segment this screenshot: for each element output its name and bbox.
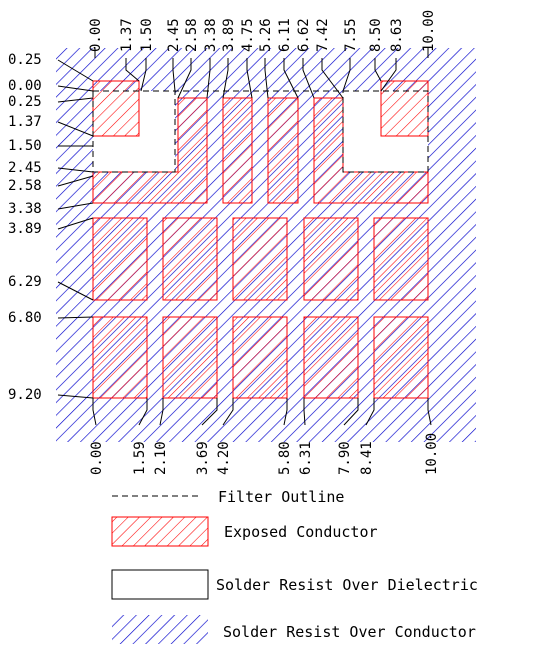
- bottom-dim-label: 5.80: [277, 441, 293, 475]
- left-dim-leader: [57, 121, 94, 137]
- left-dim-leader: [57, 167, 94, 173]
- left-dim-label: 2.58: [8, 178, 42, 194]
- bottom-dim-leader: [138, 398, 148, 426]
- left-dim-label: 6.29: [8, 274, 42, 290]
- pad-grid-r2-c1: [92, 316, 148, 399]
- pad-grid-r1-c1: [92, 217, 148, 301]
- bottom-dim-label: 8.41: [359, 441, 375, 475]
- top-dim-label: 7.55: [343, 18, 359, 52]
- left-dim-label: 0.25: [8, 94, 42, 110]
- top-dim-label: 4.75: [240, 18, 256, 52]
- top-dim-leader: [177, 58, 192, 99]
- top-dim-leader: [342, 58, 351, 92]
- pad-grid-r1-c3: [232, 217, 288, 301]
- top-dim-label: 7.42: [315, 18, 331, 52]
- top-dim-leader: [374, 58, 382, 82]
- top-dim-leader: [321, 58, 344, 99]
- top-dim-leader: [302, 58, 315, 99]
- top-dim-leader: [283, 58, 299, 99]
- legend: Filter Outline Exposed Conductor Solder …: [111, 488, 478, 644]
- left-dim-leader: [57, 394, 94, 399]
- top-dim-label: 8.50: [368, 18, 384, 52]
- pad-grid-r1-c2: [162, 217, 218, 301]
- bottom-dim-label: 3.69: [195, 441, 211, 475]
- bottom-dim-label: 1.59: [132, 441, 148, 475]
- left-dim-leader: [57, 281, 94, 301]
- left-dim-label: 1.50: [8, 138, 42, 154]
- top-dim-leader: [264, 58, 269, 99]
- left-dim-leader: [57, 316, 94, 319]
- top-dim-leader: [140, 58, 147, 92]
- bottom-dim-leader: [365, 398, 375, 426]
- top-dim-label: 6.11: [277, 18, 293, 52]
- bottom-dim-leader: [159, 398, 164, 426]
- legend-dielectric-label: Solder Resist Over Dielectric: [216, 576, 478, 594]
- legend-exposed-label: Exposed Conductor: [224, 523, 378, 541]
- pad-grid-r2-c3: [232, 316, 288, 399]
- left-dim-label: 0.25: [8, 52, 42, 68]
- bottom-dim-label: 10.00: [424, 433, 440, 475]
- legend-filter-outline-label: Filter Outline: [218, 488, 344, 506]
- pad-grid-r1-c5: [373, 217, 429, 301]
- top-dim-leader: [246, 58, 253, 99]
- top-dim-label: 8.63: [389, 18, 405, 52]
- left-dim-label: 1.37: [8, 114, 42, 130]
- bottom-dim-leader: [222, 398, 234, 426]
- bottom-dim-leader: [303, 398, 306, 426]
- pad-top-narrow-2: [267, 97, 299, 204]
- bottom-dim-leader: [201, 398, 218, 426]
- pad-top-right-small: [380, 80, 429, 137]
- left-dim-label: 9.20: [8, 387, 42, 403]
- top-dim-leader: [125, 58, 140, 82]
- top-dim-label: 1.37: [119, 18, 135, 52]
- top-dim-label: 3.89: [221, 18, 237, 52]
- top-dim-label: 3.38: [203, 18, 219, 52]
- top-dim-leader: [380, 58, 397, 92]
- legend-dielectric-swatch: [111, 569, 209, 600]
- bottom-dim-label: 0.00: [89, 441, 105, 475]
- pad-top-left-small: [92, 80, 140, 137]
- legend-resist-conductor-label: Solder Resist Over Conductor: [223, 623, 476, 641]
- pad-grid-r2-c2: [162, 316, 218, 399]
- legend-resist-conductor-swatch: [112, 615, 208, 644]
- left-dim-label: 3.89: [8, 221, 42, 237]
- bottom-dim-label: 7.90: [337, 441, 353, 475]
- filter-outline-right: [342, 90, 429, 173]
- bottom-dim-label: 2.10: [153, 441, 169, 475]
- bottom-dim-label: 4.20: [216, 441, 232, 475]
- top-dim-label: 2.45: [166, 18, 182, 52]
- left-dim-leader: [57, 217, 94, 230]
- legend-exposed-swatch: [111, 516, 209, 547]
- left-dim-leader: [57, 85, 94, 92]
- top-dim-label: 2.58: [184, 18, 200, 52]
- bottom-dim-leader: [427, 398, 432, 426]
- left-dim-leader: [57, 59, 94, 82]
- top-dim-leader: [222, 58, 229, 99]
- top-dim-label: 10.00: [421, 10, 437, 52]
- top-dim-label: 0.00: [88, 18, 104, 52]
- left-dim-label: 0.00: [8, 78, 42, 94]
- bottom-dim-label: 6.31: [298, 441, 314, 475]
- pad-grid-r2-c4: [303, 316, 359, 399]
- bottom-dim-leader: [92, 398, 97, 426]
- pad-top-narrow-1: [222, 97, 253, 204]
- top-dim-label: 5.26: [258, 18, 274, 52]
- left-dim-label: 3.38: [8, 201, 42, 217]
- bottom-dim-leader: [283, 398, 288, 426]
- dimension-annotations: 0.00 1.37 1.50 2.45 2.58 3.38 3.89 4.75 5.26 6.11…: [8, 10, 440, 475]
- left-dim-leader: [57, 175, 94, 187]
- bottom-dim-leader: [343, 398, 359, 426]
- left-dim-label: 2.45: [8, 160, 42, 176]
- top-dim-label: 6.62: [296, 18, 312, 52]
- left-dim-leader: [57, 97, 94, 103]
- exposed-pads: [92, 80, 429, 399]
- left-dim-leader: [57, 202, 94, 210]
- top-dim-label: 1.50: [139, 18, 155, 52]
- top-dim-leader: [206, 58, 211, 99]
- left-dim-label: 6.80: [8, 310, 42, 326]
- pad-grid-r2-c5: [373, 316, 429, 399]
- top-dim-leader: [172, 58, 176, 92]
- pad-grid-r1-c4: [303, 217, 359, 301]
